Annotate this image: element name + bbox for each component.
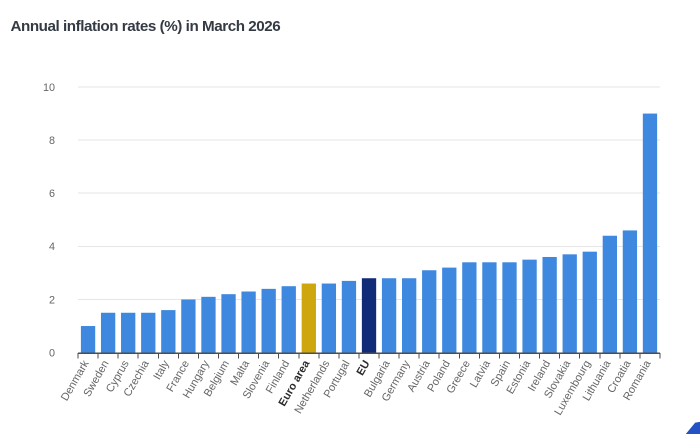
svg-text:10: 10 [43,82,55,94]
svg-text:EU: EU [355,358,373,377]
svg-text:6: 6 [49,188,55,200]
svg-text:8: 8 [49,135,55,147]
svg-text:2: 2 [49,294,55,306]
svg-text:Latvia: Latvia [468,358,494,390]
svg-text:4: 4 [49,241,55,253]
svg-text:0: 0 [49,347,55,359]
svg-text:Annual inflation rates (%) in: Annual inflation rates (%) in March 2026 [11,18,281,35]
